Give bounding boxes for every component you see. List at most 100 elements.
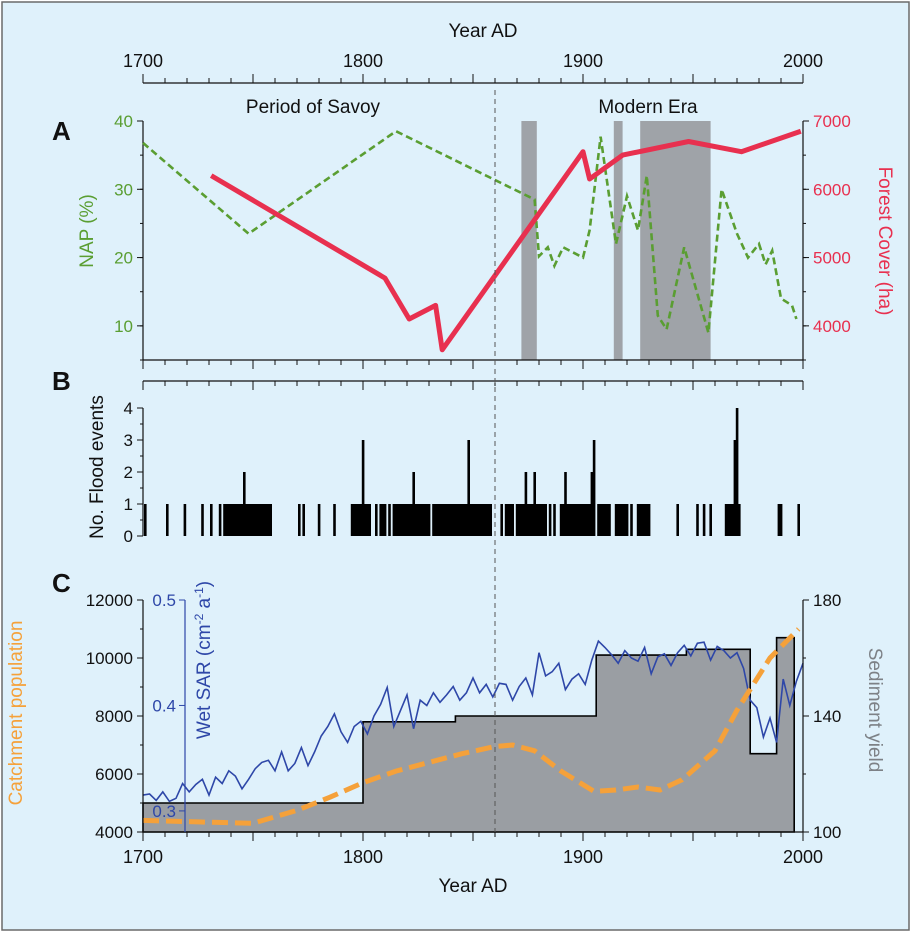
flood-bar-1865: [504, 504, 508, 536]
flood-bar-1955: [702, 504, 706, 536]
flood-bar-1842: [454, 504, 457, 536]
flood-bar-1891: [562, 504, 565, 536]
forest-cover-series-line: [209, 128, 802, 353]
flood-bar-1808: [379, 504, 382, 536]
flood-bar-1799: [359, 504, 363, 536]
flood-bar-1912: [608, 504, 611, 536]
flood-bar-1798: [357, 504, 360, 536]
top-tick-label-1900: 1900: [563, 51, 603, 71]
flood-bar-1802: [366, 504, 369, 536]
flood-bar-1771: [298, 504, 301, 536]
flood-bar-1845: [460, 504, 464, 536]
panel-b-chart: 0 1 2 3 4: [124, 380, 804, 546]
sediment-axis-title: Sediment yield: [864, 648, 885, 773]
flood-bar-1773: [302, 504, 305, 536]
flood-bar-1896: [573, 504, 576, 536]
forest-tick-label-5000: 5000: [813, 249, 851, 268]
flood-bar-1971: [738, 504, 741, 536]
flood-bar-1873: [522, 504, 525, 536]
flood-bar-1969: [733, 440, 737, 536]
flood-bar-1757: [267, 504, 270, 536]
flood-bar-1902: [586, 504, 589, 536]
flood-bar-1887: [553, 504, 556, 536]
flood-bar-1883: [544, 504, 547, 536]
flood-bar-1847: [465, 504, 468, 536]
flood-bar-1810: [383, 504, 387, 536]
flood-bar-1827: [421, 504, 424, 536]
flood-bar-1907: [597, 504, 600, 536]
sediment-tick-label-100: 100: [813, 823, 841, 842]
bottom-tick-label-1700: 1700: [123, 847, 163, 867]
flood-bar-1848: [467, 440, 470, 536]
flood-bar-1863: [500, 504, 503, 536]
flood-bar-1800: [361, 440, 365, 536]
flood-bar-1874: [524, 472, 528, 536]
flood-bar-1796: [353, 504, 356, 536]
flood-bar-1911: [606, 504, 609, 536]
flood-bar-1967: [729, 504, 732, 536]
flood-bar-1749: [249, 504, 253, 536]
flood-bar-1822: [410, 504, 413, 536]
wetsar-title-sup1: -2: [192, 613, 206, 624]
flood-bar-1970: [735, 408, 739, 536]
flood-bar-1968: [731, 504, 734, 536]
population-axis-title: Catchment population: [6, 621, 27, 806]
flood-bar-1828: [423, 504, 426, 536]
flood-bar-1740: [229, 504, 233, 536]
panel-c-chart: 4000 6000 8000 10000 12000 0.3 0.4 0.5 100 140 180: [86, 591, 842, 842]
wetsar-tick-label-0.5: 0.5: [152, 591, 176, 610]
wetsar-title-main: Wet SAR (cm: [194, 624, 215, 739]
flood-bar-1737: [223, 504, 226, 536]
panel-label-c: C: [52, 568, 71, 598]
flood-bar-1701: [144, 504, 147, 536]
flood-bar-1857: [487, 504, 490, 536]
flood-bar-1851: [474, 504, 477, 536]
flood-bar-1875: [526, 504, 530, 536]
flood-bar-1868: [511, 504, 514, 536]
flood-bar-1905: [592, 440, 596, 536]
bottom-axis-title: Year AD: [438, 876, 507, 897]
flood-bar-1927: [641, 504, 644, 536]
flood-bar-1871: [518, 504, 521, 536]
flood-bar-1825: [416, 504, 420, 536]
flood-bar-1916: [617, 504, 620, 536]
flood-bar-1824: [414, 504, 418, 536]
flood-bar-1901: [584, 504, 587, 536]
population-tick-label-6000: 6000: [95, 765, 133, 784]
flood-bar-1752: [256, 504, 259, 536]
flood-bar-1867: [509, 504, 512, 536]
flood-bar-1741: [232, 504, 235, 536]
flood-bar-1843: [456, 504, 459, 536]
flood-bar-1744: [238, 504, 242, 536]
flood-bar-1998: [797, 504, 800, 536]
flood-bar-1753: [258, 504, 261, 536]
flood-bar-1816: [397, 504, 400, 536]
bottom-tick-label-2000: 2000: [783, 847, 823, 867]
flood-bar-1881: [540, 504, 543, 536]
flood-bar-1806: [375, 504, 378, 536]
wetsar-tick-label-0.3: 0.3: [152, 802, 176, 821]
flood-bar-1852: [476, 504, 479, 536]
flood-bar-1840: [449, 504, 453, 536]
population-series-line: [142, 627, 801, 826]
flood-bar-1882: [542, 504, 545, 536]
wetsar-title-end: ): [194, 581, 215, 587]
flood-bar-1925: [636, 504, 640, 536]
shaded-interval-0: [521, 121, 537, 360]
flood-bar-1756: [265, 504, 268, 536]
flood-bar-1855: [482, 504, 486, 536]
flood-bar-1880: [537, 504, 541, 536]
flood-bar-1919: [623, 504, 627, 536]
flood-bar-1719: [183, 504, 187, 536]
flood-bar-1727: [201, 504, 204, 536]
flood-bar-1910: [603, 504, 607, 536]
flood-bar-1900: [581, 504, 585, 536]
flood-bar-1928: [643, 504, 646, 536]
flood-bar-1826: [419, 504, 422, 536]
flood-bar-1817: [399, 504, 402, 536]
flood-bar-1989: [777, 504, 781, 536]
flood-bar-1795: [350, 504, 354, 536]
flood-bar-1780: [317, 504, 321, 536]
panel-label-b: B: [52, 366, 71, 396]
top-tick-label-1800: 1800: [343, 51, 383, 71]
